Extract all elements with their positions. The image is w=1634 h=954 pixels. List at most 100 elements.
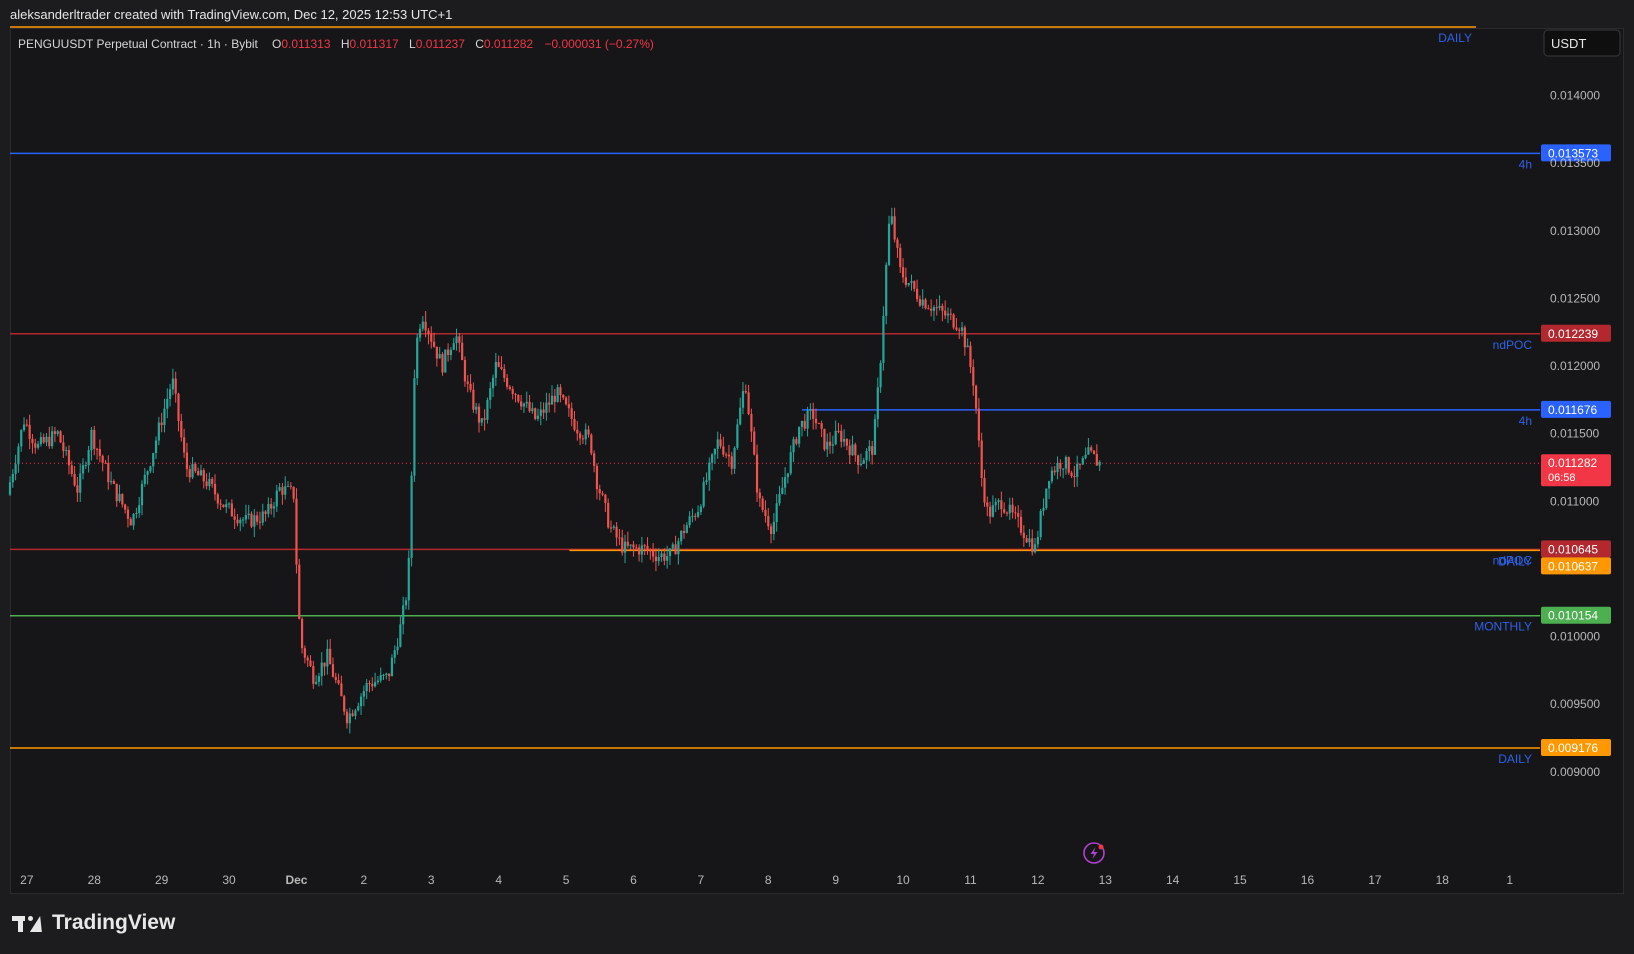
candle-body <box>427 330 430 335</box>
candle-body <box>671 544 674 549</box>
candle-body <box>511 389 514 395</box>
legend-c-value: 0.011282 <box>484 37 533 51</box>
candle-body <box>343 696 346 712</box>
x-tick-label: Dec <box>285 873 307 887</box>
candle-body <box>480 418 483 423</box>
candle-body <box>432 341 436 347</box>
candle-body <box>629 544 632 546</box>
candles-layer <box>8 207 1101 734</box>
candle-body <box>885 264 888 316</box>
candle-body <box>755 454 759 493</box>
candle-body <box>820 423 823 429</box>
candle-body <box>581 438 585 440</box>
candle-body <box>972 366 975 386</box>
candle-body <box>382 674 385 676</box>
currency-button[interactable] <box>1543 29 1621 57</box>
candle-body <box>941 305 944 311</box>
level-price-badge <box>1541 324 1611 342</box>
x-tick-label: 1 <box>1506 873 1513 887</box>
candle-body <box>916 288 919 300</box>
candle-body <box>680 530 683 542</box>
candle-body <box>461 342 464 361</box>
top-daily-tag: DAILY <box>1438 31 1472 45</box>
candle-body <box>396 646 399 651</box>
candle-body <box>1045 488 1048 508</box>
candle-body <box>1078 463 1082 465</box>
candle-body <box>51 431 54 447</box>
candle-body <box>1073 476 1076 478</box>
candle-body <box>404 600 408 606</box>
lightning-icon[interactable] <box>1083 842 1105 864</box>
candle-body <box>769 526 773 534</box>
candle-body <box>494 362 497 378</box>
candle-body <box>1005 512 1009 514</box>
y-tick-label: 0.009000 <box>1550 765 1600 779</box>
candle-body <box>593 453 596 466</box>
candle-body <box>719 439 722 447</box>
last-price-badge <box>1541 454 1611 487</box>
candle-body <box>640 545 643 555</box>
candle-body <box>312 666 315 684</box>
level-price-label: 0.012239 <box>1548 327 1598 341</box>
x-tick-label: 10 <box>896 873 910 887</box>
candle-body <box>93 429 96 449</box>
candle-body <box>868 446 871 452</box>
tradingview-logo: TradingView <box>12 910 175 936</box>
candle-body <box>278 487 281 491</box>
candle-body <box>632 544 635 548</box>
candle-body <box>930 308 933 311</box>
candle-body <box>1028 538 1031 543</box>
candle-body <box>73 473 76 486</box>
candle-body <box>211 478 214 484</box>
candle-body <box>980 440 983 478</box>
candle-body <box>660 553 663 557</box>
candle-body <box>739 407 742 425</box>
candle-body <box>696 512 700 517</box>
candle-body <box>368 682 371 684</box>
candle-body <box>284 486 287 495</box>
candle-body <box>918 299 922 306</box>
candle-body <box>329 648 332 665</box>
candle-body <box>348 713 351 724</box>
x-tick-label: 9 <box>832 873 839 887</box>
candle-body <box>758 492 761 499</box>
candle-body <box>924 299 927 309</box>
candle-body <box>22 424 26 431</box>
candle-body <box>522 403 526 407</box>
candle-body <box>812 409 815 419</box>
candle-body <box>817 423 820 425</box>
y-tick-label: 0.014000 <box>1550 89 1600 103</box>
candle-body <box>722 446 725 455</box>
candle-body <box>166 398 169 409</box>
candle-body <box>1070 472 1073 477</box>
candle-body <box>573 418 576 430</box>
candle-body <box>823 428 826 450</box>
candle-body <box>786 473 790 478</box>
candle-body <box>1000 500 1003 510</box>
candle-body <box>1042 507 1045 511</box>
candle-body <box>1025 538 1028 543</box>
chart-frame[interactable] <box>10 28 1624 894</box>
candle-body <box>261 511 264 523</box>
candle-body <box>202 470 205 482</box>
currency-button-label: USDT <box>1551 36 1586 51</box>
candle-body <box>699 506 702 513</box>
candle-body <box>1011 504 1014 513</box>
candle-body <box>236 519 239 524</box>
candle-body <box>792 439 795 453</box>
candle-body <box>1087 447 1090 455</box>
candle-body <box>1003 509 1006 513</box>
candle-body <box>873 419 877 455</box>
candle-body <box>34 443 37 448</box>
x-tick-label: 27 <box>20 873 34 887</box>
x-tick-label: 4 <box>495 873 502 887</box>
legend-symbol: PENGUUSDT Perpetual Contract · 1h · Bybi… <box>18 37 259 51</box>
candle-body <box>649 550 652 552</box>
candle-body <box>559 387 562 396</box>
candle-body <box>219 503 222 505</box>
candle-body <box>865 451 868 461</box>
candle-body <box>668 548 672 556</box>
candle-body <box>666 555 669 561</box>
candle-body <box>163 408 166 426</box>
